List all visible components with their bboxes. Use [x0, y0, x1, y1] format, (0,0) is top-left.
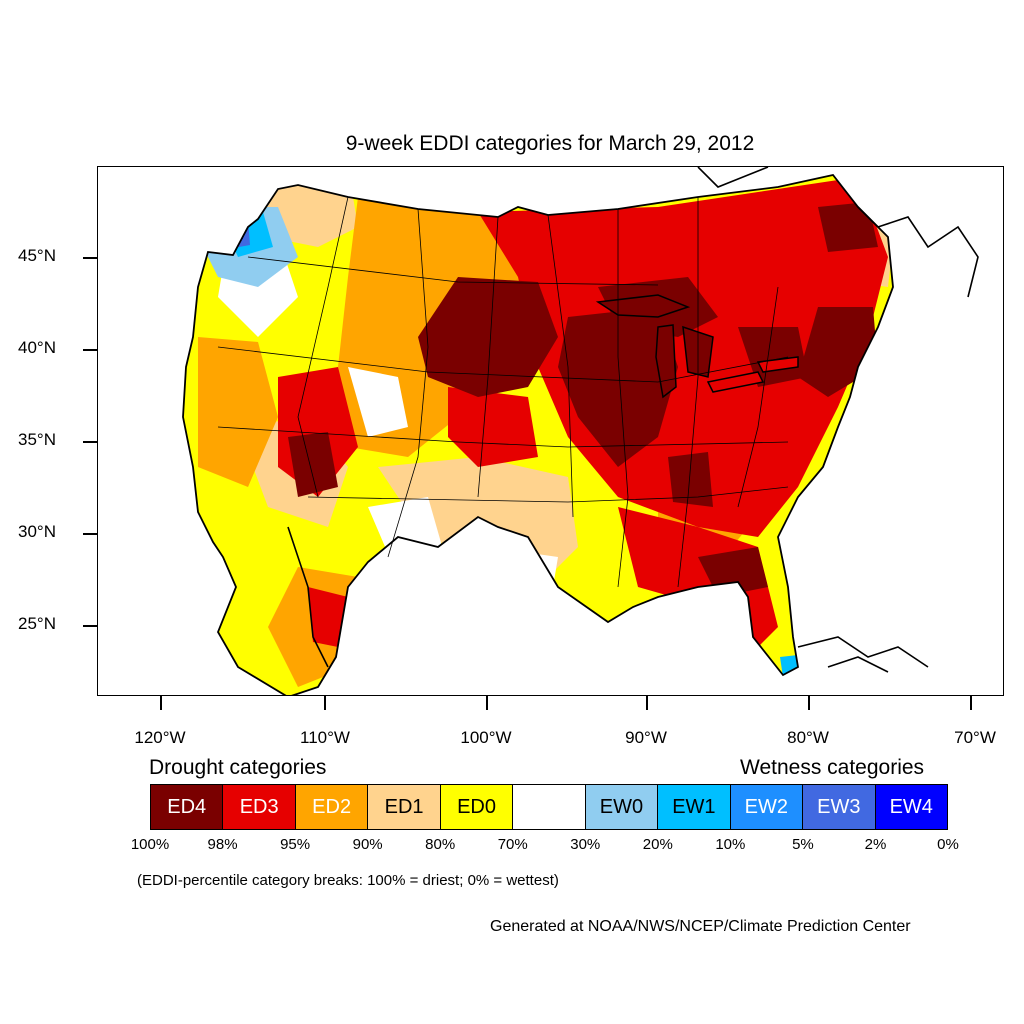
lon-label: 80°W — [787, 728, 829, 747]
map-title: 9-week EDDI categories for March 29, 201… — [345, 132, 755, 155]
legend-swatch-ew2: EW2 — [730, 785, 804, 829]
percentile-label: 20% — [642, 836, 673, 853]
legend-swatch-ed1: ED1 — [368, 785, 441, 829]
lat-tick — [83, 441, 97, 443]
percentile-label: 100% — [130, 836, 170, 853]
legend-swatch-ed3: ED3 — [223, 785, 296, 829]
percentile-label: 2% — [864, 836, 887, 853]
legend-note: (EDDI-percentile category breaks: 100% =… — [137, 872, 559, 889]
percentile-label: 98% — [207, 836, 238, 853]
lon-tick — [646, 696, 648, 710]
lat-tick — [83, 257, 97, 259]
lon-label: 120°W — [134, 728, 186, 747]
legend-swatch-ew4: EW4 — [875, 785, 947, 829]
lat-label: 25°N — [18, 614, 56, 633]
lat-tick — [83, 533, 97, 535]
eddi-map-canvas — [182, 167, 979, 695]
lon-tick — [486, 696, 488, 710]
lat-label: 40°N — [18, 338, 56, 357]
eddi-map — [97, 166, 1004, 696]
lat-label: 45°N — [18, 246, 56, 265]
percentile-label: 95% — [280, 836, 311, 853]
drought-heading: Drought categories — [149, 756, 327, 779]
lat-label: 30°N — [18, 522, 56, 541]
lon-tick — [160, 696, 162, 710]
percentile-label: 90% — [352, 836, 383, 853]
percentile-label: 10% — [715, 836, 746, 853]
lon-tick — [808, 696, 810, 710]
lon-tick — [324, 696, 326, 710]
legend-swatch-ed2: ED2 — [295, 785, 369, 829]
percentile-label: 0% — [937, 836, 959, 853]
percentile-label: 5% — [792, 836, 814, 853]
lat-tick — [83, 625, 97, 627]
legend-swatch-ew0: EW0 — [585, 785, 659, 829]
lon-tick — [970, 696, 972, 710]
legend-colorbar: ED4 ED3 ED2 ED1 ED0 EW0 EW1 EW2 EW3 EW4 — [150, 784, 948, 830]
legend-swatch-neutral — [513, 785, 586, 829]
lon-label: 110°W — [300, 728, 350, 747]
credit-text: Generated at NOAA/NWS/NCEP/Climate Predi… — [490, 918, 911, 935]
legend-swatch-ew1: EW1 — [658, 785, 731, 829]
percentile-label: 80% — [425, 836, 456, 853]
legend-swatch-ew3: EW3 — [803, 785, 876, 829]
percentile-label: 30% — [570, 836, 601, 853]
lat-label: 35°N — [18, 430, 56, 449]
lon-label: 90°W — [625, 728, 667, 747]
wetness-heading: Wetness categories — [740, 756, 925, 779]
percentile-label: 70% — [497, 836, 528, 853]
lon-label: 100°W — [460, 728, 512, 747]
legend-swatch-ed4: ED4 — [151, 785, 224, 829]
lon-label: 70°W — [954, 728, 996, 747]
lat-tick — [83, 349, 97, 351]
legend-swatch-ed0: ED0 — [440, 785, 514, 829]
